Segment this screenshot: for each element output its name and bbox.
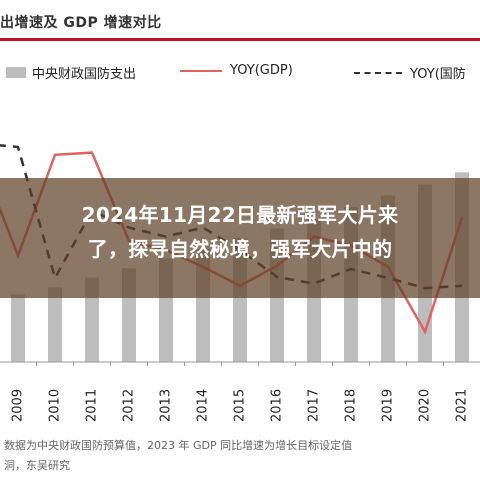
source-line-2: 洞，东吴研究 (4, 459, 70, 472)
bar-2010 (48, 287, 62, 362)
legend-swatch-gdp (180, 69, 222, 72)
legend-label-bars: 中央财政国防支出 (32, 67, 137, 82)
legend-item-defense: YOY(国防 (354, 63, 466, 82)
headline[interactable]: 2024年11月22日最新强军大片来 了，探寻自然秘境，强军大片中的 (0, 198, 480, 266)
legend-item-bars: 中央财政国防支出 (6, 63, 136, 82)
source-note: 数据为中央财政国防预算值，2023 年 GDP 同比增速为增长目标设定值 洞，东… (4, 436, 480, 476)
headline-line-2: 了，探寻自然秘境，强军大片中的 (87, 237, 393, 261)
legend-label-defense: YOY(国防 (410, 67, 466, 82)
legend-item-gdp: YOY(GDP) (180, 63, 293, 78)
legend-swatch-bars (6, 67, 26, 78)
title-rule (0, 38, 480, 41)
x-tick-marks (36, 362, 444, 366)
chart-title: 出增速及 GDP 增速对比 (0, 15, 162, 31)
source-line-1: 数据为中央财政国防预算值，2023 年 GDP 同比增速为增长目标设定值 (4, 439, 353, 452)
legend: 中央财政国防支出 YOY(GDP) YOY(国防 (0, 63, 480, 83)
legend-label-gdp: YOY(GDP) (230, 63, 293, 78)
legend-swatch-defense (354, 71, 402, 74)
bar-2011 (85, 277, 99, 362)
bar-2009 (11, 294, 25, 362)
headline-line-1: 2024年11月22日最新强军大片来 (81, 203, 399, 227)
headline-overlay (0, 178, 480, 298)
